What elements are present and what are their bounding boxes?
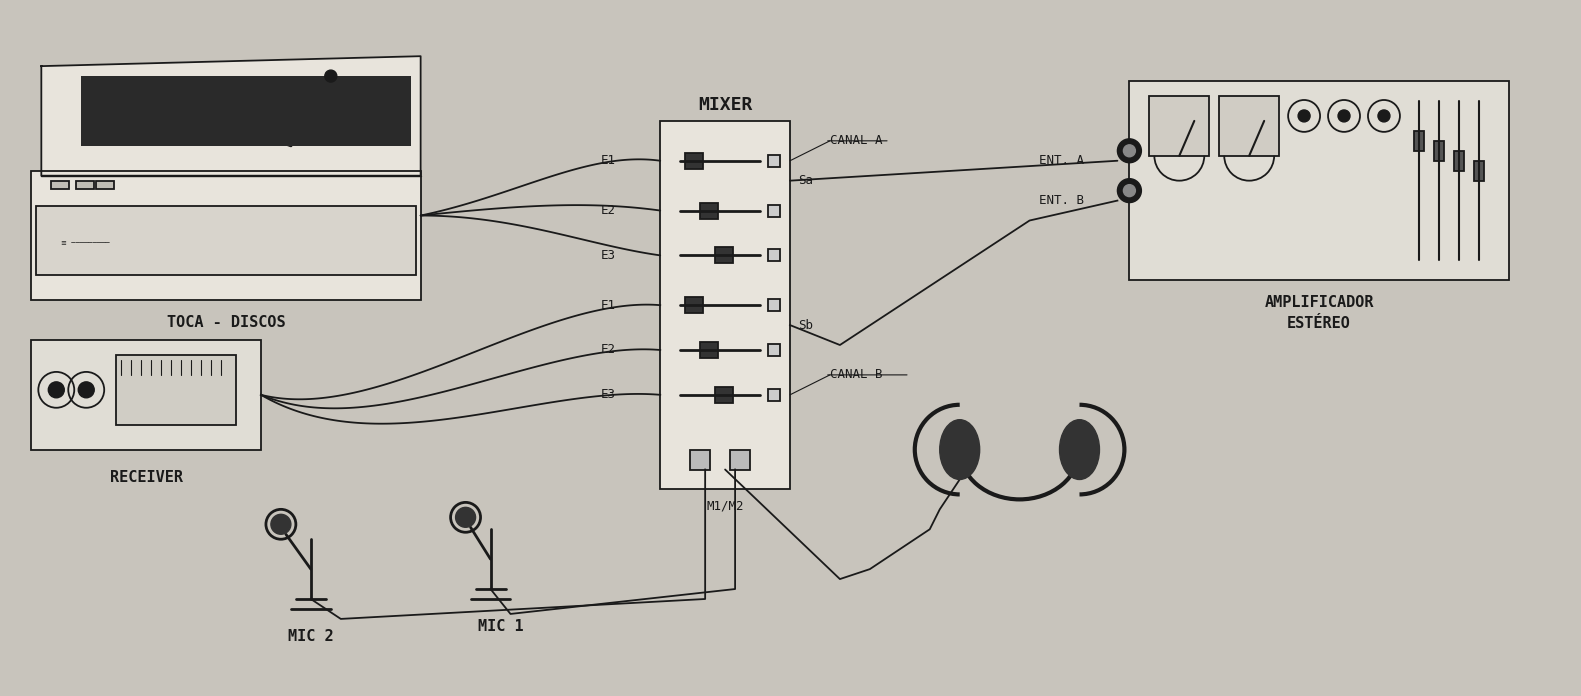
FancyBboxPatch shape [768, 155, 779, 167]
FancyBboxPatch shape [661, 121, 790, 489]
Circle shape [49, 382, 65, 398]
Text: TOCA - DISCOS: TOCA - DISCOS [166, 315, 285, 330]
FancyBboxPatch shape [32, 340, 261, 450]
Circle shape [1379, 110, 1390, 122]
FancyBboxPatch shape [700, 203, 718, 219]
Text: ENT. B: ENT. B [1039, 194, 1085, 207]
FancyBboxPatch shape [115, 355, 236, 425]
Text: MIXER: MIXER [697, 96, 753, 114]
Text: MIC 1: MIC 1 [477, 619, 523, 634]
Text: E3: E3 [601, 388, 615, 402]
Text: RECEIVER: RECEIVER [109, 470, 183, 484]
FancyBboxPatch shape [1149, 96, 1209, 156]
FancyBboxPatch shape [715, 247, 734, 263]
FancyBboxPatch shape [685, 297, 704, 313]
Text: Sa: Sa [798, 174, 813, 187]
FancyBboxPatch shape [768, 205, 779, 216]
Text: CANAL B: CANAL B [830, 368, 882, 381]
FancyBboxPatch shape [685, 153, 704, 168]
FancyBboxPatch shape [768, 249, 779, 261]
FancyBboxPatch shape [51, 181, 70, 189]
FancyBboxPatch shape [1473, 161, 1485, 181]
FancyBboxPatch shape [1455, 151, 1464, 171]
Circle shape [1124, 184, 1135, 196]
Text: E1: E1 [601, 299, 615, 312]
FancyBboxPatch shape [715, 387, 734, 403]
Text: E3: E3 [601, 249, 615, 262]
FancyBboxPatch shape [691, 450, 710, 470]
Text: ENT. A: ENT. A [1039, 155, 1085, 167]
Circle shape [1124, 145, 1135, 157]
FancyBboxPatch shape [1413, 131, 1424, 151]
FancyBboxPatch shape [76, 181, 95, 189]
Text: AMPLIFICADOR
ESTÉREO: AMPLIFICADOR ESTÉREO [1265, 295, 1374, 331]
Text: Sb: Sb [798, 319, 813, 331]
Circle shape [77, 382, 95, 398]
Text: CANAL A: CANAL A [830, 134, 882, 148]
FancyBboxPatch shape [768, 344, 779, 356]
FancyBboxPatch shape [96, 181, 114, 189]
Text: MIC 2: MIC 2 [288, 629, 334, 644]
Text: ≡  ─────────: ≡ ───────── [62, 240, 111, 246]
Circle shape [1118, 139, 1141, 163]
Text: E2: E2 [601, 204, 615, 217]
Ellipse shape [1059, 420, 1099, 480]
Circle shape [270, 514, 291, 535]
Circle shape [1118, 179, 1141, 203]
FancyBboxPatch shape [768, 389, 779, 401]
Circle shape [1298, 110, 1311, 122]
FancyBboxPatch shape [32, 171, 421, 300]
FancyBboxPatch shape [700, 342, 718, 358]
FancyBboxPatch shape [730, 450, 749, 470]
Bar [81, 76, 411, 145]
Circle shape [455, 507, 476, 528]
Polygon shape [41, 56, 421, 175]
Text: E1: E1 [601, 155, 615, 167]
Text: E2: E2 [601, 344, 615, 356]
Text: M1/M2: M1/M2 [707, 500, 745, 512]
Circle shape [1338, 110, 1350, 122]
Circle shape [324, 70, 337, 82]
FancyBboxPatch shape [1129, 81, 1508, 280]
FancyBboxPatch shape [1434, 141, 1443, 161]
FancyBboxPatch shape [1219, 96, 1279, 156]
FancyBboxPatch shape [768, 299, 779, 311]
Ellipse shape [939, 420, 980, 480]
FancyBboxPatch shape [36, 205, 416, 276]
